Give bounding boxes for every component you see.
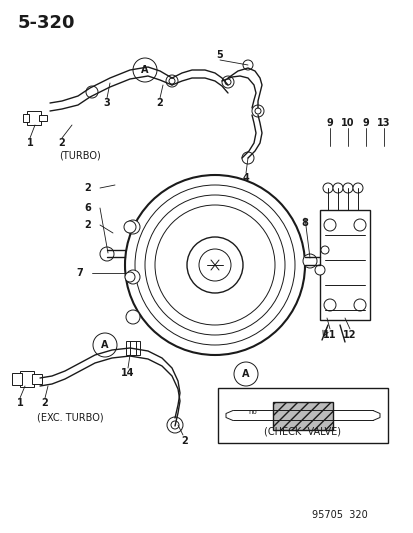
Circle shape bbox=[323, 219, 335, 231]
Circle shape bbox=[342, 183, 352, 193]
Circle shape bbox=[233, 362, 257, 386]
Text: 2: 2 bbox=[156, 98, 163, 108]
Text: A: A bbox=[141, 65, 148, 75]
Circle shape bbox=[171, 421, 178, 429]
Circle shape bbox=[254, 108, 260, 114]
Text: 2: 2 bbox=[42, 398, 48, 408]
Text: 1: 1 bbox=[17, 398, 23, 408]
Bar bbox=[272, 401, 332, 430]
Bar bbox=[27, 111, 41, 125]
Circle shape bbox=[314, 265, 324, 275]
Bar bbox=[126, 341, 140, 355]
Circle shape bbox=[126, 220, 140, 234]
Text: 4: 4 bbox=[242, 173, 249, 183]
Circle shape bbox=[242, 60, 252, 70]
Circle shape bbox=[125, 175, 304, 355]
Text: (TURBO): (TURBO) bbox=[59, 150, 101, 160]
Text: 9: 9 bbox=[362, 118, 368, 128]
Text: A: A bbox=[242, 369, 249, 379]
Bar bbox=[12, 373, 22, 385]
Text: 5: 5 bbox=[216, 50, 223, 60]
Circle shape bbox=[187, 237, 242, 293]
Circle shape bbox=[126, 270, 140, 284]
Circle shape bbox=[166, 417, 183, 433]
Circle shape bbox=[126, 310, 140, 324]
Bar bbox=[20, 371, 34, 387]
Text: 13: 13 bbox=[376, 118, 390, 128]
Text: 2: 2 bbox=[59, 138, 65, 148]
Text: 2: 2 bbox=[84, 183, 91, 193]
Text: 8: 8 bbox=[301, 218, 308, 228]
Circle shape bbox=[133, 58, 157, 82]
Circle shape bbox=[320, 246, 328, 254]
Circle shape bbox=[302, 254, 316, 268]
Text: no: no bbox=[248, 409, 257, 416]
Circle shape bbox=[322, 183, 332, 193]
Bar bbox=[32, 374, 42, 384]
Circle shape bbox=[166, 75, 178, 87]
Text: (EXC. TURBO): (EXC. TURBO) bbox=[37, 413, 103, 423]
Text: 2: 2 bbox=[84, 220, 91, 230]
Bar bbox=[23, 114, 29, 122]
Circle shape bbox=[124, 221, 136, 233]
Circle shape bbox=[135, 185, 294, 345]
Bar bbox=[319, 210, 369, 320]
Circle shape bbox=[154, 205, 274, 325]
Circle shape bbox=[199, 249, 230, 281]
Text: 14: 14 bbox=[121, 368, 134, 378]
Circle shape bbox=[242, 152, 254, 164]
Text: 95705  320: 95705 320 bbox=[311, 510, 367, 520]
Text: 6: 6 bbox=[84, 203, 91, 213]
Text: (CHECK  VALVE): (CHECK VALVE) bbox=[264, 426, 341, 436]
Circle shape bbox=[145, 195, 284, 335]
Circle shape bbox=[100, 247, 114, 261]
Circle shape bbox=[353, 299, 365, 311]
Text: A: A bbox=[101, 340, 109, 350]
Text: 7: 7 bbox=[76, 268, 83, 278]
Text: 12: 12 bbox=[342, 330, 356, 340]
Circle shape bbox=[224, 79, 230, 85]
Text: 9: 9 bbox=[326, 118, 332, 128]
Text: 5-320: 5-320 bbox=[18, 14, 75, 32]
Circle shape bbox=[252, 105, 263, 117]
Circle shape bbox=[125, 272, 135, 282]
Text: 11: 11 bbox=[323, 330, 336, 340]
Text: 3: 3 bbox=[103, 98, 110, 108]
Circle shape bbox=[352, 183, 362, 193]
Circle shape bbox=[323, 299, 335, 311]
Circle shape bbox=[353, 219, 365, 231]
Circle shape bbox=[332, 183, 342, 193]
Bar bbox=[39, 115, 47, 121]
Circle shape bbox=[221, 76, 233, 88]
Bar bbox=[218, 388, 387, 443]
Text: 10: 10 bbox=[340, 118, 354, 128]
Text: 1: 1 bbox=[26, 138, 33, 148]
Text: 2: 2 bbox=[181, 436, 188, 446]
Circle shape bbox=[86, 86, 98, 98]
Circle shape bbox=[93, 333, 117, 357]
Circle shape bbox=[169, 78, 175, 84]
